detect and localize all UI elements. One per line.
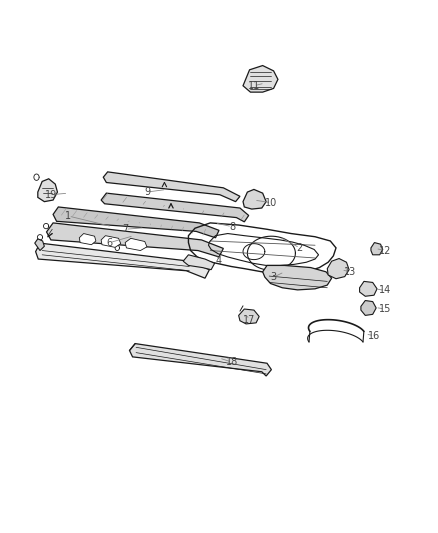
Text: 19: 19	[45, 190, 57, 200]
Polygon shape	[35, 243, 209, 278]
Text: 15: 15	[379, 304, 391, 314]
Text: 4: 4	[216, 256, 222, 266]
Text: 13: 13	[344, 267, 356, 277]
Polygon shape	[239, 309, 259, 324]
Polygon shape	[38, 179, 57, 201]
Polygon shape	[360, 281, 377, 296]
Polygon shape	[243, 66, 278, 92]
Polygon shape	[79, 233, 96, 245]
Text: 2: 2	[297, 243, 303, 253]
Polygon shape	[125, 238, 147, 251]
Polygon shape	[46, 223, 223, 257]
Text: 10: 10	[265, 198, 278, 208]
Polygon shape	[130, 344, 272, 376]
Polygon shape	[263, 265, 332, 290]
Text: 18: 18	[226, 357, 238, 367]
Text: 11: 11	[248, 81, 260, 91]
Polygon shape	[243, 189, 266, 209]
Text: 16: 16	[368, 330, 380, 341]
Text: 1: 1	[65, 211, 71, 221]
Text: 3: 3	[271, 272, 277, 282]
Polygon shape	[183, 255, 215, 270]
Polygon shape	[101, 193, 249, 222]
Polygon shape	[371, 243, 383, 255]
Polygon shape	[35, 239, 44, 251]
Text: 12: 12	[379, 246, 391, 255]
Text: 8: 8	[229, 222, 235, 232]
Polygon shape	[53, 207, 219, 238]
Polygon shape	[327, 259, 349, 279]
Text: 14: 14	[379, 286, 391, 295]
Text: 17: 17	[244, 314, 256, 325]
Text: 7: 7	[122, 224, 128, 235]
Polygon shape	[101, 236, 121, 247]
Text: 6: 6	[107, 238, 113, 247]
Text: 9: 9	[144, 187, 150, 197]
Polygon shape	[103, 172, 240, 201]
Polygon shape	[361, 301, 376, 316]
